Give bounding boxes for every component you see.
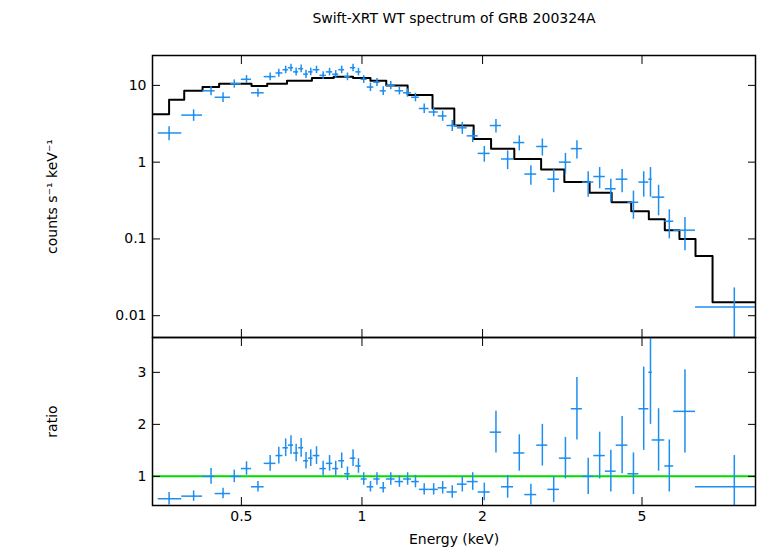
svg-text:2: 2	[478, 508, 487, 524]
svg-text:1: 1	[138, 154, 147, 170]
svg-text:Energy (keV): Energy (keV)	[409, 531, 499, 547]
svg-text:2: 2	[138, 416, 147, 432]
svg-text:ratio: ratio	[44, 405, 60, 437]
svg-text:0.1: 0.1	[124, 230, 146, 246]
html-text:Swift-XRT WT spectrum of GRB 2: Swift-XRT WT spectrum of GRB 200324A	[312, 10, 596, 26]
svg-text:1: 1	[358, 508, 367, 524]
svg-text:1: 1	[138, 468, 147, 484]
svg-text:5: 5	[638, 508, 647, 524]
svg-text:0.01: 0.01	[115, 307, 146, 323]
svg-text:3: 3	[138, 364, 147, 380]
svg-text:10: 10	[129, 77, 147, 93]
svg-text:0.5: 0.5	[230, 508, 252, 524]
svg-text:counts s⁻¹ keV⁻¹: counts s⁻¹ keV⁻¹	[44, 139, 60, 254]
